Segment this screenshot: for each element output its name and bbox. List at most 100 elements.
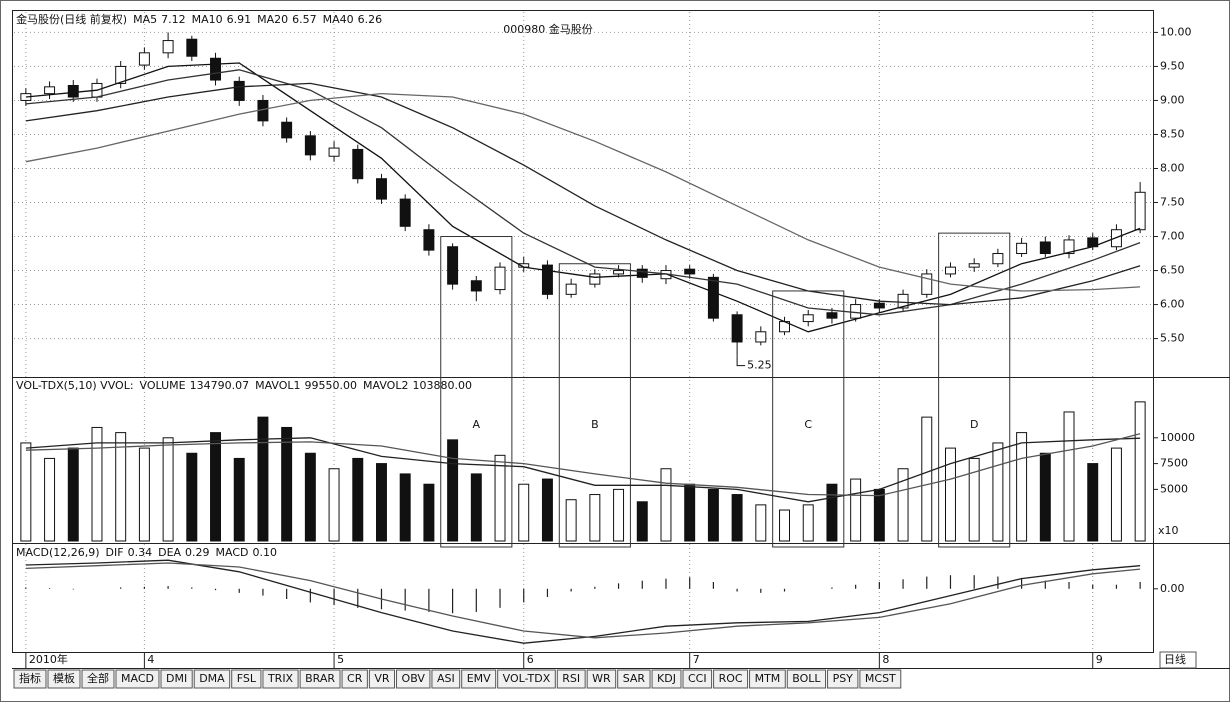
toolbar-tab-frame[interactable]	[193, 669, 231, 689]
panel-header: VOL-TDX(5,10) VVOL: VOLUME 134790.07 MAVOL1…	[16, 379, 472, 392]
volume-bar	[376, 463, 387, 542]
ma-line	[25, 62, 1141, 333]
toolbar-tab[interactable]: ASI	[437, 672, 455, 685]
candle-body	[233, 80, 245, 101]
candle-body	[1039, 241, 1051, 255]
toolbar-tab-frame[interactable]	[299, 669, 341, 689]
toolbar-tab-frame[interactable]	[651, 669, 682, 689]
toolbar-tab-frame[interactable]	[160, 669, 193, 689]
toolbar-tab[interactable]: MCST	[865, 672, 896, 685]
candle-body	[755, 331, 767, 343]
toolbar-tab[interactable]: FSL	[237, 672, 257, 685]
toolbar-tab-frame[interactable]	[713, 669, 749, 689]
volume-bar	[1039, 452, 1051, 542]
volume-bar	[328, 468, 340, 542]
candle-body	[589, 273, 601, 285]
toolbar-tab[interactable]: DMI	[166, 672, 187, 685]
toolbar-tab[interactable]: BOLL	[792, 672, 821, 685]
toolbar-tab-frame[interactable]	[81, 669, 115, 689]
toolbar-tab-frame[interactable]	[231, 669, 262, 689]
toolbar-tab[interactable]: RSI	[562, 672, 580, 685]
toolbar-tab-frame[interactable]	[682, 669, 713, 689]
candle-body	[636, 268, 648, 278]
ma-line	[25, 559, 1141, 644]
candle-body	[281, 121, 293, 139]
y-tick-label: 9.00	[1160, 93, 1185, 106]
volume-bar	[162, 437, 174, 542]
toolbar-tab-frame[interactable]	[115, 669, 160, 689]
legend-name: MAVOL1	[255, 379, 300, 392]
y-tick-label: 9.50	[1160, 59, 1185, 72]
toolbar-tab[interactable]: TRIX	[267, 672, 294, 685]
legend-value: 0.10	[253, 546, 278, 559]
volume-bar	[565, 499, 577, 542]
toolbar-tab[interactable]: BRAR	[305, 672, 335, 685]
legend-name: DEA	[158, 546, 181, 559]
toolbar-tab-frame[interactable]	[556, 669, 586, 689]
toolbar-tab-frame[interactable]	[262, 669, 299, 689]
legend-name: MA40	[323, 13, 354, 26]
volume-bar	[304, 452, 316, 542]
y-tick-label: 10.00	[1160, 25, 1192, 38]
candle-body	[352, 148, 364, 180]
candle-body	[162, 40, 174, 54]
y-tick-label: 6.00	[1160, 298, 1185, 311]
toolbar-tab-frame[interactable]	[431, 669, 461, 689]
toolbar-tab[interactable]: 全部	[87, 671, 109, 685]
y-tick-label: 5000	[1160, 482, 1188, 495]
toolbar-tab-frame[interactable]	[827, 669, 859, 689]
toolbar-tab[interactable]: VOL-TDX	[503, 672, 551, 685]
toolbar-tab-frame[interactable]	[497, 669, 556, 689]
toolbar-tab-frame[interactable]	[368, 669, 396, 689]
candle-body	[684, 268, 696, 275]
toolbar-tab-frame[interactable]	[859, 669, 902, 689]
toolbar-tab-frame[interactable]	[461, 669, 497, 689]
candle-body	[873, 302, 885, 309]
toolbar-tab-frame[interactable]	[586, 669, 617, 689]
header-prefix: 金马股份(日线 前复权)	[16, 12, 127, 26]
toolbar-tab-frame[interactable]	[749, 669, 786, 689]
toolbar-tab[interactable]: OBV	[402, 672, 426, 685]
toolbar-tab-frame[interactable]	[617, 669, 651, 689]
toolbar-tab-frame[interactable]	[396, 669, 431, 689]
toolbar-tab[interactable]: ROC	[719, 672, 743, 685]
legend-value: 99550.00	[305, 379, 358, 392]
candle-body	[210, 57, 221, 81]
candle-body	[897, 293, 909, 309]
volume-bar	[826, 483, 838, 542]
toolbar-tab[interactable]: MACD	[121, 672, 154, 685]
toolbar-tab-frame[interactable]	[786, 669, 827, 689]
legend-name: MAVOL2	[363, 379, 408, 392]
toolbar-tab[interactable]: 模板	[53, 671, 75, 685]
y-tick-label: 7.50	[1160, 196, 1185, 209]
toolbar-tab[interactable]: SAR	[623, 672, 646, 685]
y-tick-label: 8.00	[1160, 161, 1185, 174]
toolbar-tab-frame[interactable]	[13, 669, 47, 689]
candle-body	[376, 178, 387, 200]
volume-bar	[731, 494, 743, 542]
toolbar-tab[interactable]: KDJ	[657, 672, 676, 685]
toolbar-tab[interactable]: CCI	[688, 672, 707, 685]
toolbar-tab[interactable]: WR	[592, 672, 611, 685]
toolbar-tab[interactable]: CR	[347, 672, 363, 685]
toolbar-tab[interactable]: DMA	[199, 672, 225, 685]
x-tick-label: 2010年	[29, 652, 68, 666]
toolbar-tab[interactable]: EMV	[467, 672, 491, 685]
toolbar-tab-frame[interactable]	[47, 669, 81, 689]
box-label: A	[473, 418, 481, 431]
toolbar-tab[interactable]: VR	[374, 672, 390, 685]
toolbar-tab[interactable]: PSY	[833, 672, 854, 685]
toolbar-tab[interactable]: MTM	[755, 672, 781, 685]
volume-bar	[494, 454, 506, 542]
toolbar-tab[interactable]: 指标	[19, 671, 41, 685]
legend-value: 6.91	[227, 13, 252, 26]
legend-value: 6.57	[292, 13, 317, 26]
toolbar-tab-frame[interactable]	[341, 669, 368, 689]
legend-value: 0.29	[185, 546, 210, 559]
legend-name: MACD	[216, 546, 249, 559]
volume-bar	[541, 478, 553, 542]
period-label[interactable]: 日线	[1164, 652, 1186, 666]
panel-header: MACD(12,26,9) DIF 0.34 DEA 0.29 MACD 0.10	[16, 546, 277, 559]
box-label: C	[804, 418, 812, 431]
